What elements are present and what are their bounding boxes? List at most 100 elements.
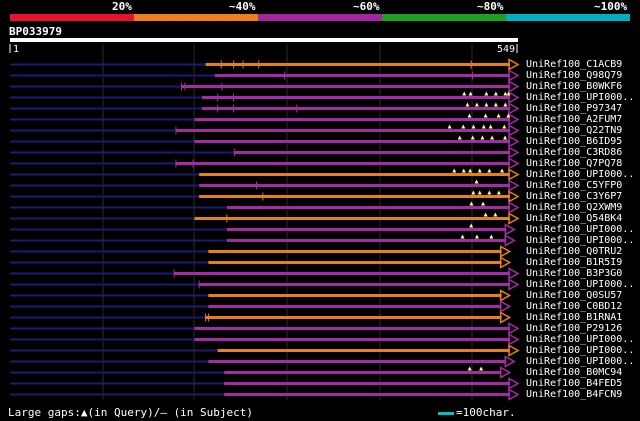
- hit-label[interactable]: UniRef100_A2FUM7: [526, 113, 623, 125]
- hit-row[interactable]: [10, 289, 512, 302]
- hit-label[interactable]: UniRef100_Q22TN9: [526, 124, 623, 136]
- hit-label[interactable]: UniRef100_Q0SU57: [526, 289, 623, 301]
- hit-arrow-icon: [508, 135, 520, 148]
- query-gap-marker-icon: [474, 234, 479, 239]
- hit-row[interactable]: [10, 234, 516, 247]
- hit-row[interactable]: [10, 245, 512, 258]
- hit-row[interactable]: [10, 69, 520, 82]
- hit-label[interactable]: UniRef100_UPI000..: [526, 278, 635, 290]
- scale-segment: [506, 14, 630, 21]
- query-gap-marker-icon: [503, 91, 508, 96]
- hit-arrow-icon: [508, 168, 520, 181]
- hit-arrow-icon: [508, 179, 520, 192]
- scale-segment: [10, 14, 134, 21]
- hit-row[interactable]: [10, 366, 512, 379]
- hit-row[interactable]: [10, 91, 520, 104]
- hit-label[interactable]: UniRef100_UPI000..: [526, 333, 635, 345]
- hit-row[interactable]: [10, 80, 520, 93]
- hit-row[interactable]: [10, 223, 516, 236]
- hit-arrow-icon: [508, 388, 520, 401]
- hit-row[interactable]: [10, 322, 520, 335]
- hit-arrow-icon: [508, 146, 520, 159]
- hit-row[interactable]: [10, 344, 520, 357]
- hit-row[interactable]: [10, 201, 520, 214]
- hit-label[interactable]: UniRef100_Q98Q79: [526, 69, 623, 81]
- hit-arrow-icon: [508, 124, 520, 137]
- hit-label[interactable]: UniRef100_Q2XWM9: [526, 201, 623, 213]
- hit-label[interactable]: UniRef100_B1RNA1: [526, 311, 623, 323]
- identity-color-scale: [10, 14, 630, 21]
- query-gap-marker-icon: [480, 135, 485, 140]
- hit-row[interactable]: [10, 113, 520, 126]
- gap-legend: Large gaps:▲(in Query)/– (in Subject): [8, 406, 254, 419]
- hit-label[interactable]: UniRef100_C0BD12: [526, 300, 623, 312]
- hit-label[interactable]: UniRef100_UPI000..: [526, 91, 635, 103]
- hit-row[interactable]: [10, 267, 520, 280]
- hit-row[interactable]: [10, 355, 516, 368]
- query-gap-marker-icon: [490, 135, 495, 140]
- hit-label[interactable]: UniRef100_C5YFP0: [526, 179, 623, 191]
- scale-label: ~60%: [353, 0, 380, 13]
- hit-row[interactable]: [10, 377, 520, 390]
- query-gap-marker-icon: [506, 113, 511, 118]
- hit-row[interactable]: [10, 256, 512, 269]
- query-gap-marker-icon: [469, 223, 474, 228]
- hit-row[interactable]: [10, 333, 520, 346]
- hit-label[interactable]: UniRef100_B4FCN9: [526, 388, 623, 400]
- hit-label[interactable]: UniRef100_UPI000..: [526, 234, 635, 246]
- hit-arrow-icon: [508, 333, 520, 346]
- hit-label[interactable]: UniRef100_C1ACB9: [526, 58, 623, 70]
- query-gap-marker-icon: [461, 124, 466, 129]
- hit-label[interactable]: UniRef100_B6ID95: [526, 135, 623, 147]
- query-name: BP033979: [9, 25, 62, 38]
- query-gap-marker-icon: [506, 91, 511, 96]
- hit-label[interactable]: UniRef100_B0WKF6: [526, 80, 623, 92]
- hit-label[interactable]: UniRef100_UPI000..: [526, 344, 635, 356]
- hit-row[interactable]: [10, 190, 520, 203]
- hit-arrow-icon: [499, 245, 512, 258]
- query-gap-marker-icon: [462, 91, 467, 96]
- hit-label[interactable]: UniRef100_B4FED5: [526, 377, 623, 389]
- query-gap-marker-icon: [477, 190, 482, 195]
- hit-row[interactable]: [10, 58, 520, 71]
- hit-arrow-icon: [508, 322, 520, 335]
- hit-row[interactable]: [10, 168, 520, 181]
- query-gap-marker-icon: [461, 168, 466, 173]
- query-gap-marker-icon: [487, 190, 492, 195]
- query-end-label: 549: [497, 44, 515, 55]
- hit-arrow-icon: [508, 190, 520, 203]
- query-gap-marker-icon: [483, 113, 488, 118]
- hit-row[interactable]: [10, 179, 520, 192]
- query-gap-marker-icon: [496, 113, 501, 118]
- hit-label[interactable]: UniRef100_UPI000..: [526, 168, 635, 180]
- hit-label[interactable]: UniRef100_Q0TRU2: [526, 245, 623, 257]
- hit-label[interactable]: UniRef100_B1R5I9: [526, 256, 623, 268]
- hit-row[interactable]: [10, 311, 512, 324]
- hit-row[interactable]: [10, 135, 520, 148]
- hit-label[interactable]: UniRef100_B0MC94: [526, 366, 623, 378]
- hit-row[interactable]: [10, 146, 520, 159]
- hit-row[interactable]: [10, 300, 512, 313]
- hit-label[interactable]: UniRef100_UPI000..: [526, 223, 635, 235]
- hit-label[interactable]: UniRef100_C3Y6P7: [526, 190, 623, 202]
- hit-label[interactable]: UniRef100_P97347: [526, 102, 623, 114]
- hit-row[interactable]: [10, 157, 520, 170]
- query-gap-marker-icon: [493, 91, 498, 96]
- query-gap-marker-icon: [483, 212, 488, 217]
- query-gap-marker-icon: [484, 102, 489, 107]
- hit-row[interactable]: [10, 212, 520, 225]
- hit-label[interactable]: UniRef100_C3RD86: [526, 146, 623, 158]
- hit-label[interactable]: UniRef100_B3P3G0: [526, 267, 623, 279]
- hit-label[interactable]: UniRef100_P29126: [526, 322, 623, 334]
- query-line: [10, 38, 518, 42]
- hit-label[interactable]: UniRef100_UPI000..: [526, 355, 635, 367]
- query-gap-marker-icon: [471, 124, 476, 129]
- scale-label: ~40%: [229, 0, 256, 13]
- hit-label[interactable]: UniRef100_Q7PQ78: [526, 157, 623, 169]
- hit-row[interactable]: [10, 124, 520, 137]
- hit-row[interactable]: [10, 278, 520, 291]
- hit-label[interactable]: UniRef100_Q54BK4: [526, 212, 623, 224]
- hit-row[interactable]: [10, 388, 520, 401]
- query-gap-marker-icon: [452, 168, 457, 173]
- hit-row[interactable]: [10, 102, 520, 115]
